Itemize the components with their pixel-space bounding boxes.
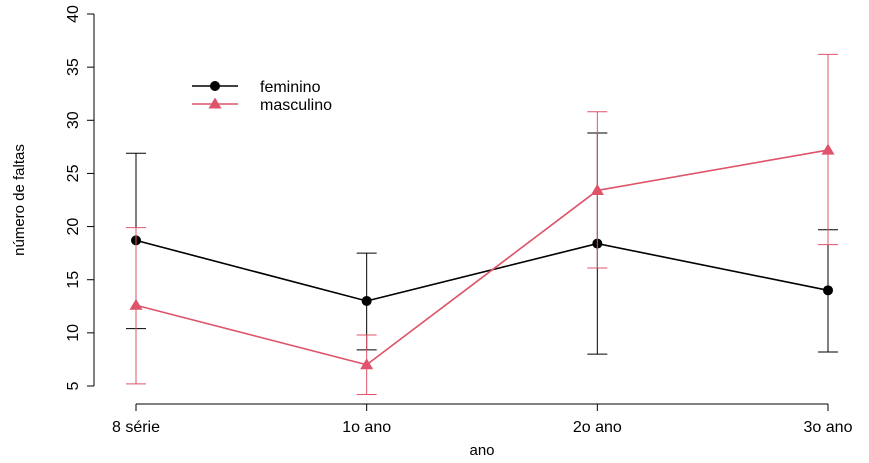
y-tick-label: 35: [65, 58, 82, 76]
y-axis-title: número de faltas: [11, 144, 28, 256]
y-axis: 5 10 15 20 25 30 35 40: [65, 5, 95, 390]
x-tick-label: 1o ano: [342, 419, 391, 436]
legend-label: masculino: [260, 97, 332, 114]
y-tick-label: 5: [65, 381, 82, 390]
data-point: [821, 143, 835, 155]
series-line: [135, 239, 829, 302]
x-axis: 8 série 1o ano 2o ano 3o ano: [112, 403, 853, 436]
legend-label: feminino: [260, 79, 321, 96]
data-point: [590, 183, 604, 195]
data-point: [823, 285, 833, 296]
y-tick-label: 10: [65, 324, 82, 342]
y-tick-label: 30: [65, 111, 82, 129]
legend-item-masculino: masculino: [192, 97, 332, 114]
y-tick-label: 25: [65, 164, 82, 182]
legend-marker: [208, 97, 222, 109]
legend-marker: [210, 81, 220, 91]
y-tick-label: 15: [65, 271, 82, 289]
data-point: [360, 358, 374, 370]
plot-area: [126, 53, 838, 396]
series-masculino: [126, 53, 838, 396]
y-tick-label: 40: [65, 5, 82, 23]
data-point: [129, 298, 143, 310]
y-tick-label: 20: [65, 218, 82, 236]
x-tick-label: 8 série: [112, 419, 160, 436]
data-point: [361, 295, 372, 306]
x-tick-label: 3o ano: [804, 419, 853, 436]
legend-item-feminino: feminino: [192, 79, 321, 96]
x-tick-label: 2o ano: [573, 419, 622, 436]
series-line: [135, 149, 829, 366]
x-axis-title: ano: [469, 442, 494, 459]
